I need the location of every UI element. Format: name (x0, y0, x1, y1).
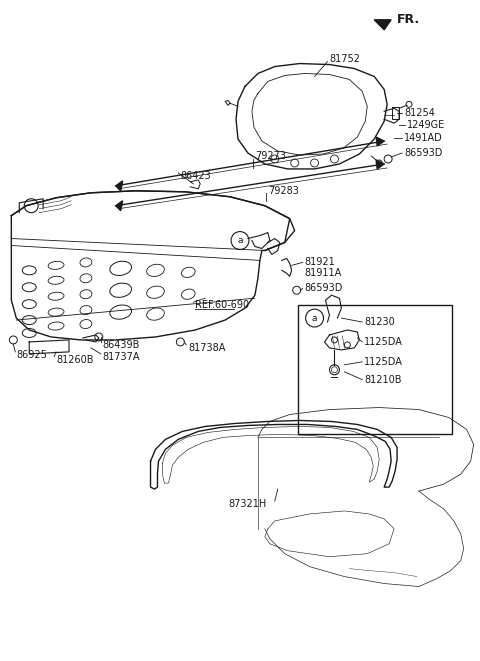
Text: 1249GE: 1249GE (407, 120, 445, 130)
Text: 81752: 81752 (329, 54, 360, 63)
FancyBboxPatch shape (298, 305, 452, 434)
Text: 81921: 81921 (305, 257, 336, 268)
Text: 1125DA: 1125DA (364, 337, 403, 347)
Polygon shape (116, 181, 123, 191)
Text: 81911A: 81911A (305, 268, 342, 278)
Text: 81737A: 81737A (103, 352, 140, 362)
Text: 86593D: 86593D (305, 284, 343, 293)
Text: a: a (237, 236, 243, 245)
Text: 86593D: 86593D (404, 148, 443, 158)
Text: 86925: 86925 (16, 350, 47, 360)
Text: 81738A: 81738A (188, 343, 226, 353)
Polygon shape (116, 201, 123, 211)
Text: 86439B: 86439B (103, 340, 140, 350)
Text: FR.: FR. (397, 13, 420, 26)
Text: 79283: 79283 (268, 186, 299, 196)
Text: a: a (312, 313, 317, 323)
Text: 87321H: 87321H (229, 499, 267, 509)
Text: 1125DA: 1125DA (364, 357, 403, 367)
Text: 86423: 86423 (180, 171, 211, 181)
Text: REF.60-690: REF.60-690 (195, 300, 250, 310)
Text: 81210B: 81210B (364, 375, 402, 385)
Text: 1491AD: 1491AD (404, 133, 443, 143)
Text: 81260B: 81260B (56, 355, 94, 365)
Polygon shape (374, 20, 391, 30)
Text: 79273: 79273 (255, 151, 286, 161)
Polygon shape (376, 160, 384, 169)
Text: 81230: 81230 (364, 317, 395, 327)
Text: 81254: 81254 (404, 108, 435, 118)
Polygon shape (376, 137, 384, 146)
